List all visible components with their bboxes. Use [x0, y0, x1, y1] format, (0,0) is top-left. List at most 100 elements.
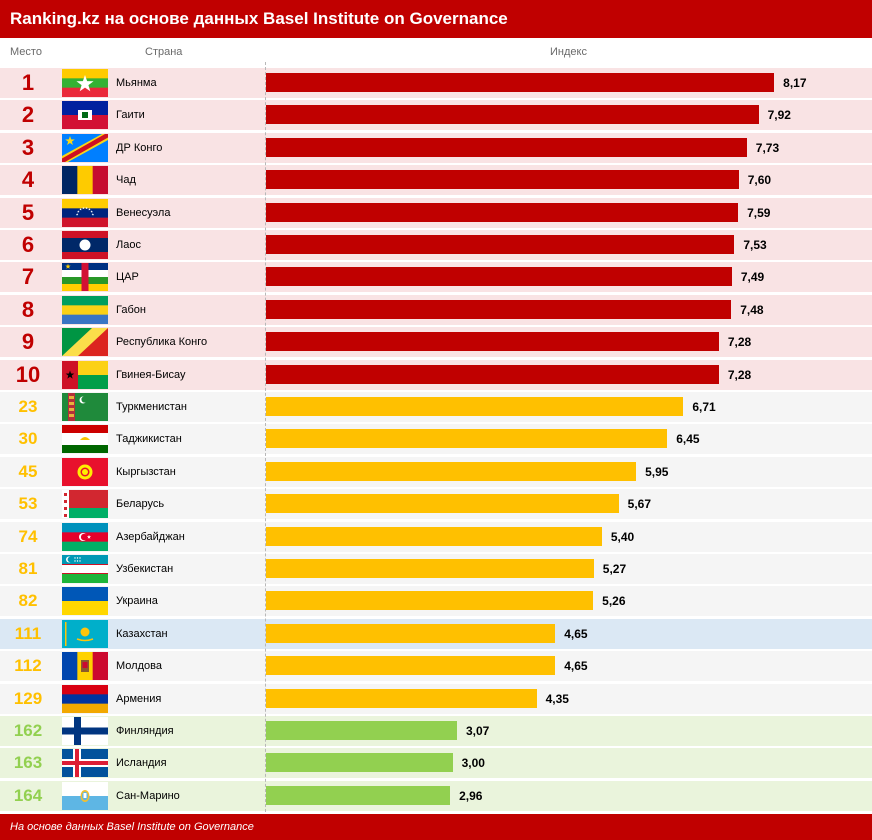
- rank-label: 82: [18, 591, 38, 611]
- flag-turkmenistan-icon: [62, 393, 108, 421]
- rank-label: 30: [18, 429, 38, 449]
- table-row: 111 Казахстан 4,65: [0, 618, 872, 649]
- table-row: 53 Беларусь 5,67: [0, 489, 872, 520]
- flag-moldova-icon: [62, 652, 108, 681]
- table-row: 74 Азербайджан 5,40: [0, 521, 872, 552]
- data-label: 8,17: [783, 76, 807, 90]
- rank-label: 53: [18, 494, 38, 514]
- data-label: 7,92: [767, 108, 791, 123]
- country-label: Лаос: [116, 239, 141, 251]
- column-header-country: Страна: [145, 46, 183, 58]
- bar: [266, 364, 719, 384]
- table-row: 162 Финляндия 3,07: [0, 716, 872, 746]
- chart-title: Ranking.kz на основе данных Basel Instit…: [0, 0, 872, 38]
- country-label: Габон: [116, 303, 146, 316]
- table-row: 10 Гвинея-Бисау 7,28: [0, 359, 872, 390]
- table-row: 23 Туркменистан 6,71: [0, 392, 872, 422]
- bar: [266, 235, 735, 254]
- axis-divider: [265, 62, 266, 812]
- bar: [266, 656, 556, 676]
- flag-belarus-icon: [62, 490, 108, 519]
- data-label: 5,67: [627, 497, 652, 512]
- data-label: 4,65: [564, 626, 588, 641]
- rank-label: 8: [21, 296, 35, 322]
- table-row: 45 Кыргызстан 5,95: [0, 456, 872, 487]
- bar: [266, 105, 759, 125]
- bar: [266, 688, 537, 708]
- data-label: 7,60: [747, 173, 772, 188]
- data-label: 2,96: [459, 788, 483, 803]
- flag-republic-of-congo-icon: [62, 328, 108, 357]
- flag-chad-icon: [62, 166, 108, 195]
- bar: [266, 397, 684, 416]
- flag-iceland-icon: [62, 749, 108, 778]
- flag-ukraine-icon: [62, 587, 108, 616]
- rank-label: 164: [13, 785, 43, 805]
- bar: [266, 332, 719, 352]
- country-label: Гвинея-Бисау: [116, 368, 186, 381]
- rank-label: 162: [13, 721, 43, 740]
- country-label: Гаити: [116, 109, 145, 122]
- table-row: 6 Лаос 7,53: [0, 230, 872, 260]
- country-label: Украина: [116, 595, 158, 608]
- bar: [266, 461, 637, 481]
- bar: [266, 785, 451, 805]
- table-row: 81 Узбекистан 5,27: [0, 554, 872, 584]
- country-label: Таджикистан: [116, 433, 182, 446]
- bar: [266, 267, 732, 287]
- table-row: 9 Республика Конго 7,28: [0, 327, 872, 358]
- country-label: Азербайджан: [116, 530, 185, 543]
- country-label: Сан-Марино: [116, 789, 180, 802]
- data-label: 4,65: [564, 659, 588, 674]
- bar: [266, 623, 556, 643]
- data-label: 5,27: [602, 562, 627, 576]
- rank-label: 111: [14, 623, 42, 643]
- rank-label: 2: [21, 102, 35, 128]
- table-row: 164 Сан-Марино 2,96: [0, 780, 872, 811]
- rank-label: 4: [21, 167, 35, 193]
- rank-label: 1: [21, 70, 35, 95]
- rank-label: 10: [15, 361, 41, 387]
- country-label: Мьянма: [116, 77, 157, 89]
- bar: [266, 494, 619, 514]
- country-label: Беларусь: [116, 498, 165, 511]
- flag-venezuela-icon: [62, 198, 108, 227]
- rank-label: 81: [18, 559, 38, 578]
- country-label: Кыргызстан: [116, 465, 176, 478]
- flag-armenia-icon: [62, 684, 108, 713]
- flag-san-marino-icon: [62, 781, 108, 810]
- bar: [266, 299, 732, 319]
- bar: [266, 73, 775, 92]
- data-label: 7,59: [747, 205, 771, 220]
- data-label: 5,26: [602, 594, 626, 609]
- country-label: Республика Конго: [116, 336, 208, 349]
- flag-guinea-bissau-icon: [62, 360, 108, 389]
- column-header-index: Индекс: [550, 46, 587, 58]
- country-label: Казахстан: [116, 627, 168, 640]
- data-label: 5,40: [610, 529, 635, 544]
- rank-label: 163: [13, 753, 43, 773]
- data-label: 5,95: [645, 464, 669, 479]
- flag-gabon-icon: [62, 295, 108, 324]
- flag-uzbekistan-icon: [62, 555, 108, 583]
- flag-finland-icon: [62, 717, 108, 745]
- rank-label: 23: [18, 397, 38, 416]
- table-row: 129 Армения 4,35: [0, 683, 872, 714]
- flag-laos-icon: [62, 231, 108, 259]
- table-row: 30 Таджикистан 6,45: [0, 424, 872, 455]
- rank-label: 6: [21, 232, 35, 257]
- data-label: 7,48: [740, 302, 764, 317]
- rank-label: 9: [21, 329, 35, 355]
- flag-car-icon: [62, 263, 108, 292]
- flag-azerbaijan-icon: [62, 522, 108, 551]
- flag-haiti-icon: [62, 101, 108, 130]
- flag-kazakhstan-icon: [62, 619, 108, 648]
- data-label: 6,71: [692, 400, 716, 414]
- rank-label: 45: [18, 461, 38, 481]
- country-label: Молдова: [116, 660, 162, 673]
- flag-tajikistan-icon: [62, 425, 108, 454]
- bar: [266, 137, 747, 157]
- flag-kyrgyzstan-icon: [62, 457, 108, 486]
- table-row: 1 Мьянма 8,17: [0, 68, 872, 98]
- bar: [266, 753, 453, 773]
